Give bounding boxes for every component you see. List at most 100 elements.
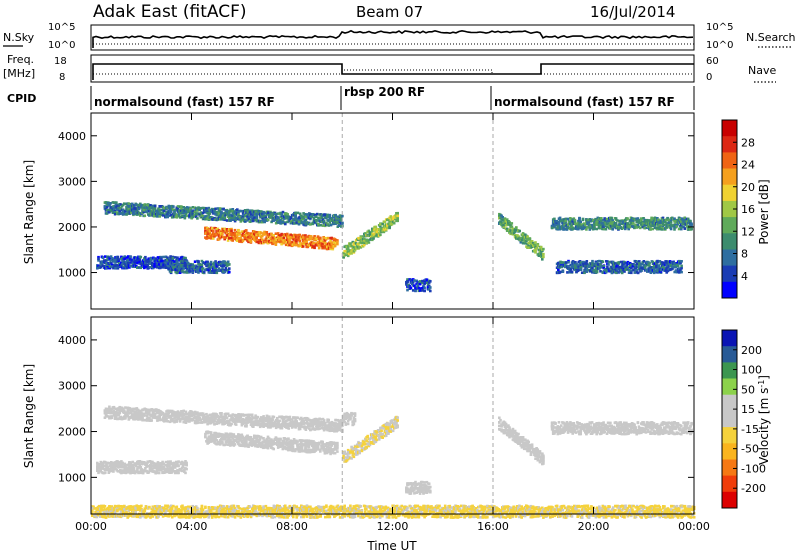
heatmap-cell [513,228,517,232]
heatmap-cell [535,247,538,250]
heatmap-cell [136,266,139,269]
heatmap-cell [183,270,187,274]
heatmap-cell [609,222,612,225]
heatmap-cell [585,228,588,231]
heatmap-cell [134,410,137,413]
heatmap-cell [142,414,145,417]
heatmap-cell [175,260,179,263]
heatmap-cell [366,239,369,242]
heatmap-cell [226,239,230,242]
heatmap-cell [512,232,516,235]
heatmap-cell [367,241,371,244]
heatmap-cell [254,414,257,417]
heatmap-cell [609,223,612,227]
heatmap-cell [612,265,616,269]
heatmap-cell [293,219,296,222]
heatmap-cell [118,411,121,415]
heatmap-cell [574,222,578,226]
heatmap-cell [131,416,134,419]
heatmap-cell [406,280,409,284]
heatmap-cell [296,218,300,222]
heatmap-cell [302,222,305,225]
heatmap-cell [374,225,378,229]
heatmap-cell [505,218,509,221]
heatmap-cell [341,222,344,225]
heatmap-cell [237,419,240,422]
heatmap-cell [641,220,644,224]
heatmap-cell [229,418,232,422]
heatmap-cell [643,223,646,227]
heatmap-cell [628,262,632,265]
heatmap-cell [188,420,191,423]
heatmap-cell [649,271,653,274]
heatmap-cell [583,271,586,275]
heatmap-cell [286,220,289,224]
heatmap-cell [268,416,271,419]
heatmap-cell [302,216,305,220]
heatmap-cell [262,417,265,420]
heatmap-cell [117,408,120,412]
heatmap-cell [160,257,163,260]
heatmap-cell [244,421,247,424]
heatmap-cell [249,240,253,243]
heatmap-cell [585,260,589,263]
heatmap-cell [170,206,174,210]
heatmap-cell [158,418,161,422]
heatmap-cell [198,416,201,420]
heatmap-cell [337,222,341,226]
heatmap-cell [593,264,597,268]
heatmap-cell [303,425,306,428]
heatmap-cell [630,271,633,275]
heatmap-cell [253,416,256,420]
heatmap-cell [134,414,137,417]
heatmap-cell [138,260,141,264]
heatmap-cell [501,216,504,219]
heatmap-cell [109,411,112,415]
heatmap-cell [626,266,630,269]
heatmap-cell [129,411,133,414]
heatmap-cell [252,424,255,427]
heatmap-cell [387,222,390,226]
heatmap-cell [146,260,149,264]
heatmap-cell [248,235,252,238]
heatmap-cell [565,228,569,231]
heatmap-cell [144,255,147,259]
heatmap-cell [191,418,195,422]
heatmap-cell [305,241,308,244]
heatmap-cell [208,231,212,234]
heatmap-cell [193,260,197,263]
heatmap-cell [301,234,305,237]
heatmap-cell [602,270,606,273]
heatmap-cell [342,255,345,259]
heatmap-cell [617,262,621,265]
heatmap-cell [609,270,613,273]
heatmap-cell [224,266,228,270]
heatmap-cell [387,218,390,221]
heatmap-cell [99,265,103,269]
heatmap-cell [577,227,580,231]
heatmap-cell [243,234,247,238]
heatmap-cell [659,270,663,273]
heatmap-cell [152,214,156,218]
heatmap-cell [148,416,151,420]
heatmap-cell [205,264,208,268]
heatmap-cell [326,213,329,217]
heatmap-cell [329,223,333,227]
heatmap-cell [578,218,581,221]
heatmap-cell [676,264,680,268]
heatmap-cell [119,203,123,206]
heatmap-cell [115,201,118,204]
heatmap-cell [539,252,543,256]
heatmap-cell [103,205,107,208]
heatmap-cell [680,226,683,229]
heatmap-cell [312,216,316,220]
heatmap-cell [133,259,137,262]
heatmap-cell [609,227,612,230]
heatmap-cell [190,209,193,212]
heatmap-cell [265,414,269,418]
nave-tick-top: 60 [706,56,719,67]
heatmap-cell [300,219,303,223]
heatmap-cell [143,209,147,212]
heatmap-cell [121,407,125,411]
heatmap-cell [212,230,215,233]
